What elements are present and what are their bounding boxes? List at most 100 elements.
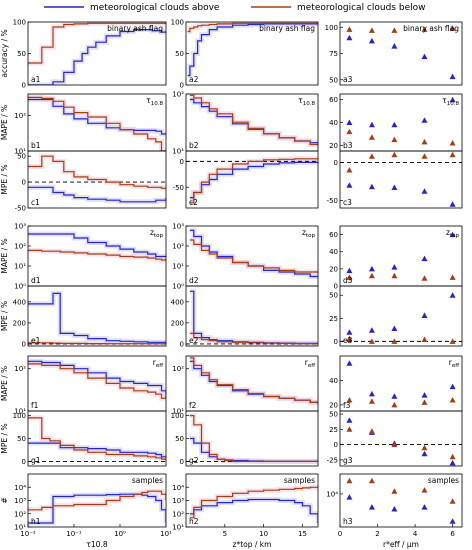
y-tick-label: 10¹: [14, 524, 26, 532]
scatter-point-below: [368, 272, 375, 279]
y-tick-label: 100: [13, 19, 26, 27]
y-tick-label: 25: [329, 315, 338, 323]
panel-id-label: b1: [31, 141, 41, 150]
panel-b3: 20 40 60 b3 τ10.8: [329, 93, 463, 152]
scatter-point-below: [346, 128, 353, 135]
scatter-point-below: [449, 140, 456, 146]
axes-frame: [27, 150, 167, 209]
y-tick-label: 100: [171, 412, 184, 420]
panel-d1: 10⁰ 10¹ 10² 10³ d1 ztop MAPE / %: [0, 223, 167, 291]
panel-id-label: f2: [189, 401, 197, 410]
y-tick-label: 50: [175, 435, 184, 443]
y-tick-label: 10²: [172, 510, 184, 518]
panel-f1: 10¹ 10² f1 reff MAPE / %: [0, 355, 167, 416]
x-tick-label: 10: [259, 530, 268, 538]
y-tick-label: 100: [325, 24, 338, 32]
plot-area-c2: [186, 156, 318, 206]
scatter-point-below: [391, 441, 398, 448]
scatter-point-above: [368, 37, 375, 44]
panel-id-label: d1: [31, 276, 41, 285]
panel-id-label: h3: [343, 517, 353, 526]
y-tick-label: 75: [329, 50, 338, 58]
y-tick-label: 200: [13, 319, 26, 327]
scatter-point-below: [346, 335, 353, 342]
scatter-point-below: [421, 487, 428, 493]
y-tick-label: 0: [180, 458, 184, 466]
scatter-point-above: [391, 506, 398, 512]
y-tick-label: 10³: [14, 497, 26, 505]
uncertainty-band-above: [189, 288, 318, 346]
panel-id-label: g2: [189, 456, 199, 465]
panel-id-label: a1: [31, 75, 41, 84]
scatter-point-above: [421, 188, 428, 194]
axes-frame: [339, 285, 463, 347]
panel-c3: -50 0 c3: [327, 150, 463, 209]
y-tick-label: 10¹: [172, 263, 184, 271]
uncertainty-band-above: [28, 27, 166, 85]
scatter-point-above: [449, 518, 456, 524]
y-axis-label: MPE / %: [0, 301, 9, 331]
scatter-point-below: [421, 153, 428, 159]
panel-d3: 0 20 40 60 d3 ztop: [329, 225, 463, 291]
panel-id-label: g1: [31, 456, 41, 465]
scatter-point-above: [391, 325, 398, 331]
x-axis-label: τ10.8: [86, 540, 107, 549]
y-tick-label: 20: [329, 265, 338, 273]
scatter-point-below: [368, 134, 375, 140]
scatter-point-below: [346, 477, 353, 484]
scatter-point-below: [368, 27, 375, 33]
plot-area-g1: [28, 415, 166, 462]
y-tick-label: 10²: [14, 243, 26, 251]
panel-id-label: f3: [343, 401, 351, 410]
series-line-above: [28, 186, 166, 203]
uncertainty-band-above: [189, 358, 318, 405]
y-tick-label: 50: [175, 50, 184, 58]
y-tick-label: 50: [329, 76, 338, 84]
series-line-above: [28, 233, 166, 258]
panel-id-label: c2: [189, 198, 198, 207]
y-tick-label: 10¹: [14, 408, 26, 416]
y-tick-label: 60: [329, 231, 338, 239]
plot-area-h2: [189, 484, 318, 523]
plot-area-d1: [28, 231, 166, 263]
scatter-point-above: [346, 267, 353, 274]
x-tick-label: 15: [298, 530, 307, 538]
series-line-above: [189, 498, 318, 523]
y-tick-label: 50: [17, 50, 26, 58]
scatter-point-below: [346, 397, 353, 403]
panel-id-label: c1: [31, 198, 40, 207]
scatter-point-below: [421, 336, 428, 342]
y-tick-label: 400: [171, 298, 184, 306]
plot-area-f1: [28, 358, 166, 401]
x-tick-label: 2: [375, 530, 379, 538]
y-tick-label: 10²: [172, 243, 184, 251]
panel-title: τ10.8: [146, 96, 163, 107]
panel-g3: -25 0 25 50 g3: [327, 410, 463, 467]
panel-title: binary ash flag: [107, 24, 163, 33]
scatter-point-below: [346, 26, 353, 32]
y-tick-label: 50: [17, 435, 26, 443]
series-line-below: [28, 490, 166, 511]
panel-title: samples: [132, 476, 163, 485]
scatter-point-above: [449, 459, 456, 466]
series-line-above: [28, 292, 166, 343]
uncertainty-band-below: [28, 153, 166, 191]
scatter-point-below: [421, 444, 428, 451]
y-tick-label: 40: [329, 119, 338, 127]
axes-frame: [339, 410, 463, 467]
x-tick-label: 6: [450, 530, 455, 538]
y-tick-label: 0: [180, 340, 184, 348]
panel-id-label: e1: [31, 336, 41, 345]
y-tick-label: 0: [22, 82, 26, 90]
scatter-point-below: [449, 151, 456, 158]
plot-area-c1: [28, 153, 166, 205]
panel-title: τ10.8: [442, 96, 459, 107]
panel-title: τ10.8: [298, 96, 315, 107]
panel-title: ztop: [150, 228, 163, 239]
panel-a3: 50 75 100 a3 binary ash flag: [325, 21, 463, 86]
panel-id-label: c3: [343, 198, 352, 207]
series-line-below: [189, 158, 318, 204]
scatter-point-above: [449, 201, 456, 207]
scatter-point-above: [449, 73, 456, 80]
